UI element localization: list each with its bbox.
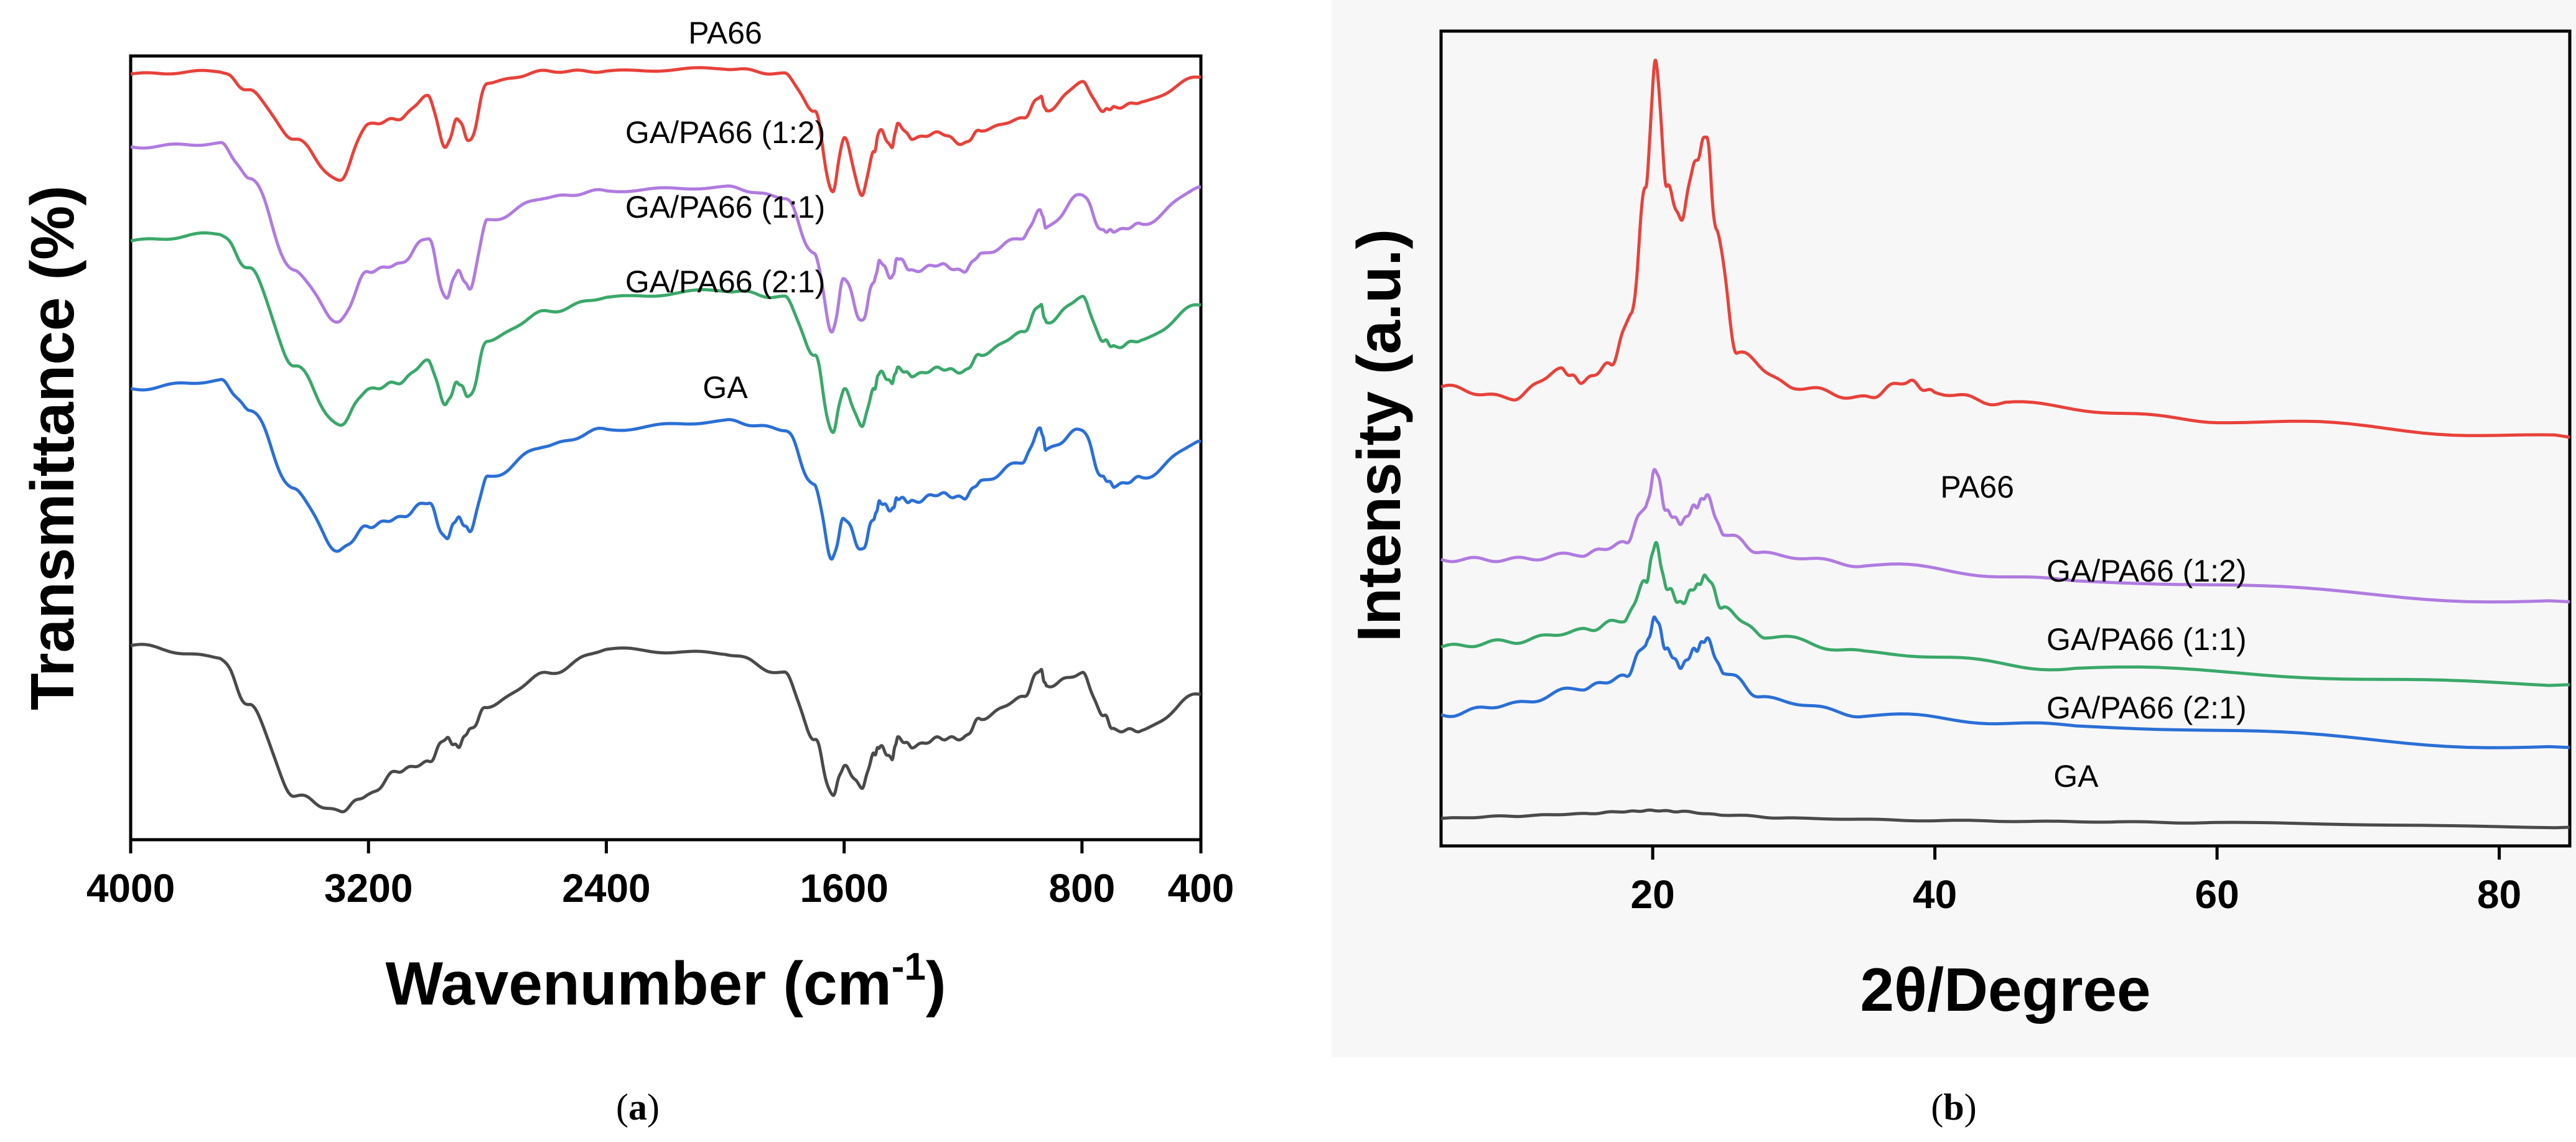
series-label-ga: GA: [702, 370, 748, 405]
panel-a-frame: [129, 54, 1203, 842]
series-label-pa66: PA66: [688, 16, 762, 50]
panel-a-x-axis-title: Wavenumber (cm-1): [385, 945, 946, 1018]
x-tick-label: 1600: [800, 866, 888, 911]
series-line-ga: [1440, 808, 2570, 830]
x-tick-label: 3200: [324, 866, 413, 911]
series-line-pa66: [130, 66, 1202, 197]
series-label-ga: GA: [2053, 759, 2099, 794]
panel-b-x-axis-title: 2θ/Degree: [1860, 955, 2151, 1024]
panel-b-x-ticks: 20 40 60 80: [1631, 846, 2521, 917]
series-line-ga: [130, 643, 1202, 814]
series-line-ga-pa66-1-1: [1440, 541, 2570, 687]
panel-b-background: [1332, 0, 2576, 1057]
series-label-ga-pa66-2-1: GA/PA66 (2:1): [2046, 690, 2246, 725]
x-tick-label: 20: [1631, 872, 1675, 917]
x-tick-label: 80: [2477, 872, 2521, 917]
panel-b-caption: (b): [1931, 1087, 1976, 1128]
x-tick-label: 4000: [86, 866, 175, 911]
series-label-ga-pa66-1-1: GA/PA66 (1:1): [2046, 622, 2246, 657]
x-tick-label: 2400: [562, 866, 650, 911]
series-line-ga-pa66-2-1: [1440, 615, 2570, 750]
panel-b: 20 40 60 80 PA66 GA/PA66 (1:2) GA/PA66 (1:1) G…: [1345, 29, 2572, 1128]
series-label-ga-pa66-1-1: GA/PA66 (1:1): [625, 190, 825, 225]
series-label-ga-pa66-1-2: GA/PA66 (1:2): [2046, 554, 2246, 588]
panel-b-y-axis-title: Intensity (a.u.): [1345, 229, 1413, 642]
series-line-ga-pa66-1-2: [130, 141, 1202, 334]
x-tick-label: 800: [1048, 866, 1115, 911]
series-line-ga-pa66-2-1: [130, 378, 1202, 561]
panel-a: 4000 3200 2400 1600 800 400 PA66 GA/PA66 (1:2)…: [18, 16, 1234, 1128]
series-line-ga-pa66-1-1: [130, 231, 1202, 434]
panel-a-x-ticks: 4000 3200 2400 1600 800 400: [86, 840, 1234, 911]
panel-a-curves: [130, 66, 1202, 814]
panel-a-caption: (a): [616, 1087, 660, 1128]
panel-a-series-labels: PA66 GA/PA66 (1:2) GA/PA66 (1:1) GA/PA66 (2…: [625, 16, 825, 405]
panel-a-y-axis-title: Transmittance (%): [18, 185, 86, 710]
panel-b-frame: [1439, 29, 2572, 848]
series-label-ga-pa66-2-1: GA/PA66 (2:1): [625, 264, 825, 299]
x-tick-label: 400: [1168, 866, 1234, 911]
x-tick-label: 60: [2195, 872, 2239, 917]
series-line-pa66: [1440, 58, 2570, 439]
panel-b-series-labels: PA66 GA/PA66 (1:2) GA/PA66 (1:1) GA/PA66 (2…: [1940, 470, 2246, 794]
series-label-pa66: PA66: [1940, 470, 2014, 504]
series-label-ga-pa66-1-2: GA/PA66 (1:2): [625, 115, 825, 150]
series-line-ga-pa66-1-2: [1440, 468, 2570, 604]
x-tick-label: 40: [1913, 872, 1957, 917]
panel-b-curves: [1440, 58, 2570, 830]
